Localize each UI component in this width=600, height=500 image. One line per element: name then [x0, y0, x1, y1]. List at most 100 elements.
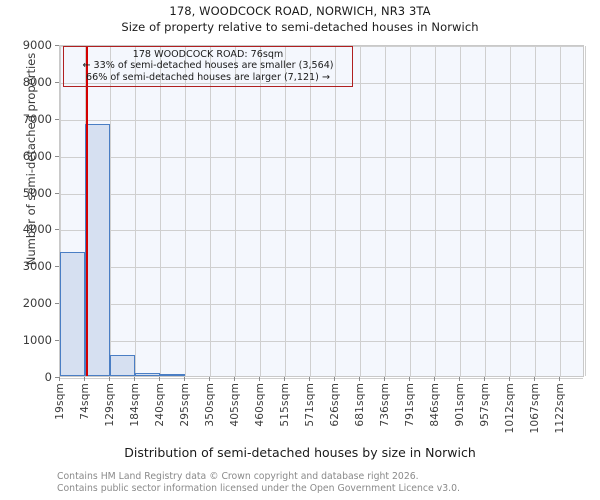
- x-axis-tick-mark: [484, 377, 485, 381]
- gridline-vertical: [285, 46, 286, 376]
- x-axis-tick-mark: [509, 377, 510, 381]
- y-axis-tick-mark: [55, 229, 59, 231]
- gridline-horizontal: [60, 119, 583, 121]
- gridline-vertical: [535, 46, 536, 376]
- y-axis-tick-mark: [55, 303, 59, 305]
- y-axis-title: Number of semi-detached properties: [24, 52, 38, 266]
- x-axis-tick-mark: [209, 377, 210, 381]
- x-axis-tick-label: 129sqm: [104, 383, 116, 427]
- gridline-vertical: [210, 46, 211, 376]
- y-axis-tick-mark: [55, 81, 59, 83]
- gridline-vertical: [310, 46, 311, 376]
- y-axis-tick-mark: [55, 155, 59, 157]
- y-axis-tick-label: 8000: [22, 74, 52, 89]
- gridline-vertical: [510, 46, 511, 376]
- x-axis-tick-mark: [434, 377, 435, 381]
- y-axis-tick-label: 5000: [22, 185, 52, 200]
- gridline-vertical: [160, 46, 161, 376]
- x-axis-tick-mark: [109, 377, 110, 381]
- x-axis-tick-label: 681sqm: [354, 383, 366, 427]
- x-axis-tick-mark: [409, 377, 410, 381]
- gridline-vertical: [585, 46, 586, 376]
- y-axis-tick-mark: [55, 118, 59, 120]
- x-axis-tick-label: 184sqm: [129, 383, 141, 427]
- x-axis-tick-label: 295sqm: [179, 383, 191, 427]
- x-axis-tick-mark: [259, 377, 260, 381]
- x-axis-tick-label: 1122sqm: [554, 383, 566, 434]
- y-axis-tick-label: 9000: [22, 38, 52, 52]
- y-axis-tick-mark: [55, 192, 59, 194]
- x-axis-tick-label: 19sqm: [54, 383, 66, 420]
- gridline-horizontal: [60, 267, 583, 269]
- y-axis-tick-label: 3000: [22, 259, 52, 274]
- x-axis-tick-label: 736sqm: [379, 383, 391, 427]
- x-axis-tick-label: 1067sqm: [529, 383, 541, 434]
- x-axis-tick-label: 846sqm: [429, 383, 441, 427]
- property-annotation-box: 178 WOODCOCK ROAD: 76sqm ← 33% of semi-d…: [63, 46, 353, 88]
- x-axis-tick-label: 957sqm: [479, 383, 491, 427]
- x-axis-tick-label: 901sqm: [454, 383, 466, 427]
- x-axis-tick-label: 1012sqm: [504, 383, 516, 434]
- x-axis-tick-label: 240sqm: [154, 383, 166, 427]
- gridline-vertical: [485, 46, 486, 376]
- x-axis-tick-mark: [459, 377, 460, 381]
- gridline-vertical: [360, 46, 361, 376]
- x-axis-tick-label: 460sqm: [254, 383, 266, 427]
- gridline-vertical: [260, 46, 261, 376]
- x-axis-tick-mark: [284, 377, 285, 381]
- footer-line-2: Contains public sector information licen…: [57, 482, 460, 494]
- x-axis-tick-label: 74sqm: [79, 383, 91, 420]
- x-axis-tick-mark: [84, 377, 85, 381]
- x-axis-tick-mark: [159, 377, 160, 381]
- y-axis-tick-mark: [55, 340, 59, 342]
- y-axis-tick-label: 4000: [22, 222, 52, 237]
- y-axis-tick-label: 6000: [22, 148, 52, 163]
- x-axis-tick-mark: [184, 377, 185, 381]
- gridline-horizontal: [60, 156, 583, 158]
- gridline-horizontal: [60, 378, 583, 379]
- gridline-vertical: [185, 46, 186, 376]
- x-axis-tick-label: 626sqm: [329, 383, 341, 427]
- x-axis-tick-mark: [559, 377, 560, 381]
- x-axis-tick-mark: [134, 377, 135, 381]
- x-axis-tick-mark: [234, 377, 235, 381]
- highlight-line: [85, 46, 88, 376]
- gridline-vertical: [135, 46, 136, 376]
- gridline-vertical: [335, 46, 336, 376]
- annotation-line-property: 178 WOODCOCK ROAD: 76sqm: [132, 49, 284, 60]
- x-axis-tick-label: 405sqm: [229, 383, 241, 427]
- x-axis-tick-mark: [59, 377, 60, 381]
- bar: [110, 354, 135, 376]
- gridline-vertical: [60, 46, 61, 376]
- y-axis-tick-label: 1000: [22, 333, 52, 348]
- y-axis-tick-label: 0: [44, 370, 52, 384]
- chart-subtitle: Size of property relative to semi-detach…: [121, 20, 479, 34]
- gridline-vertical: [460, 46, 461, 376]
- gridline-vertical: [410, 46, 411, 376]
- annotation-line-smaller: ← 33% of semi-detached houses are smalle…: [82, 60, 334, 72]
- x-axis-title: Distribution of semi-detached houses by …: [124, 445, 476, 460]
- y-axis-tick-label: 7000: [22, 111, 52, 126]
- x-axis-tick-mark: [309, 377, 310, 381]
- gridline-horizontal: [60, 193, 583, 195]
- x-axis-tick-label: 791sqm: [404, 383, 416, 427]
- gridline-horizontal: [60, 230, 583, 232]
- y-axis-tick-mark: [55, 266, 59, 268]
- x-axis-tick-label: 571sqm: [304, 383, 316, 427]
- y-axis-tick-mark: [55, 377, 59, 378]
- gridline-horizontal: [60, 341, 583, 343]
- bar: [160, 374, 185, 376]
- x-axis-tick-mark: [334, 377, 335, 381]
- bar: [135, 372, 160, 376]
- gridline-vertical: [385, 46, 386, 376]
- x-axis-tick-mark: [384, 377, 385, 381]
- attribution-footer: Contains HM Land Registry data © Crown c…: [57, 471, 460, 494]
- y-axis-tick-label: 2000: [22, 296, 52, 311]
- bar: [60, 252, 85, 376]
- x-axis-tick-mark: [534, 377, 535, 381]
- gridline-vertical: [435, 46, 436, 376]
- gridline-vertical: [560, 46, 561, 376]
- annotation-line-larger: 66% of semi-detached houses are larger (…: [86, 71, 330, 83]
- x-axis-tick-label: 350sqm: [204, 383, 216, 427]
- y-axis-tick-mark: [55, 45, 59, 46]
